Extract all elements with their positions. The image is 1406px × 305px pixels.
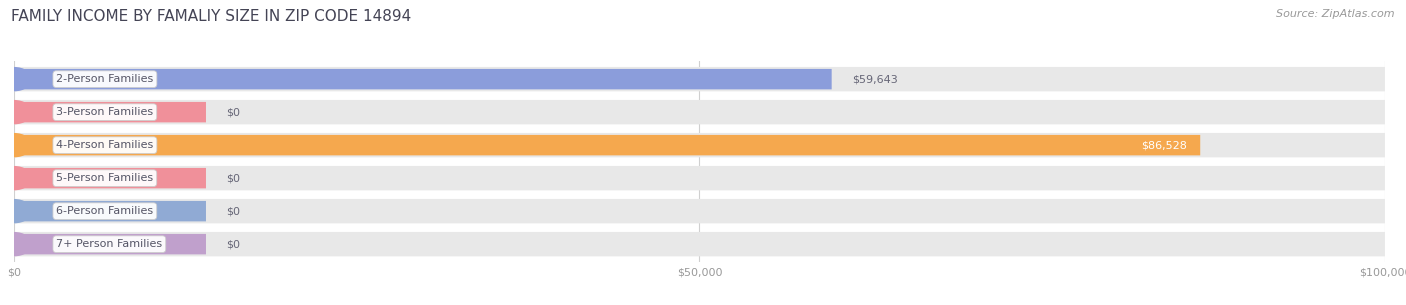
Text: Source: ZipAtlas.com: Source: ZipAtlas.com: [1277, 9, 1395, 19]
FancyBboxPatch shape: [14, 102, 207, 122]
FancyBboxPatch shape: [14, 234, 207, 254]
FancyBboxPatch shape: [14, 199, 1385, 223]
Text: 6-Person Families: 6-Person Families: [56, 206, 153, 216]
Text: $59,643: $59,643: [852, 74, 898, 84]
Ellipse shape: [0, 133, 32, 157]
Text: 5-Person Families: 5-Person Families: [56, 173, 153, 183]
Text: $86,528: $86,528: [1140, 140, 1187, 150]
FancyBboxPatch shape: [14, 69, 832, 89]
FancyBboxPatch shape: [14, 166, 1385, 190]
Text: $0: $0: [226, 173, 240, 183]
Text: $0: $0: [226, 239, 240, 249]
Text: FAMILY INCOME BY FAMALIY SIZE IN ZIP CODE 14894: FAMILY INCOME BY FAMALIY SIZE IN ZIP COD…: [11, 9, 412, 24]
Text: 4-Person Families: 4-Person Families: [56, 140, 153, 150]
Text: 3-Person Families: 3-Person Families: [56, 107, 153, 117]
Ellipse shape: [0, 232, 32, 257]
Ellipse shape: [0, 67, 32, 92]
Ellipse shape: [0, 166, 32, 190]
FancyBboxPatch shape: [14, 168, 207, 188]
Text: $0: $0: [226, 206, 240, 216]
Text: 2-Person Families: 2-Person Families: [56, 74, 153, 84]
FancyBboxPatch shape: [14, 201, 207, 221]
FancyBboxPatch shape: [14, 100, 1385, 124]
Text: $0: $0: [226, 107, 240, 117]
Ellipse shape: [0, 199, 32, 223]
FancyBboxPatch shape: [14, 232, 1385, 257]
Ellipse shape: [0, 100, 32, 124]
FancyBboxPatch shape: [14, 67, 1385, 92]
FancyBboxPatch shape: [14, 133, 1385, 157]
FancyBboxPatch shape: [14, 135, 1201, 155]
Text: 7+ Person Families: 7+ Person Families: [56, 239, 163, 249]
